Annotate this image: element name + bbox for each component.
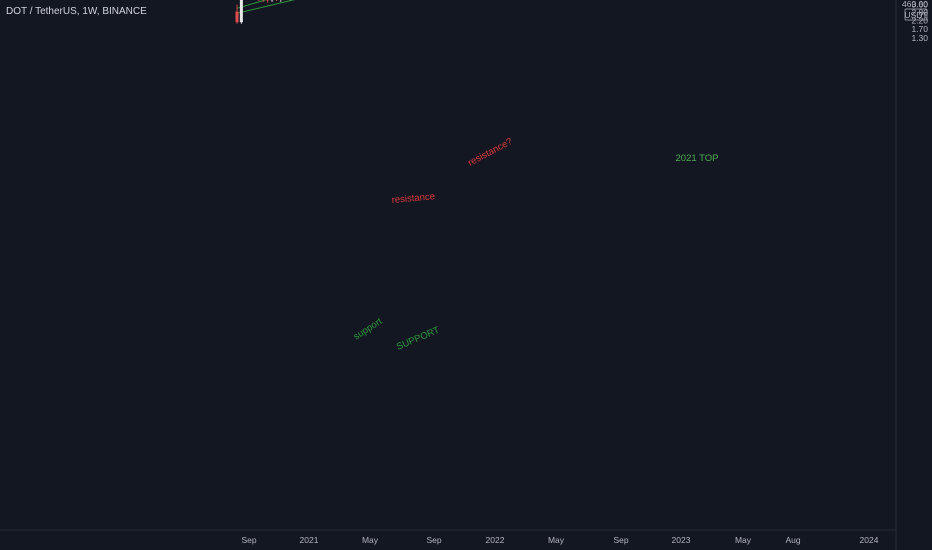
y-tick-label: 1.70: [911, 24, 928, 34]
x-tick-label: May: [548, 535, 565, 545]
resistance-question-label: resistance?: [466, 136, 514, 169]
candle[interactable]: [257, 0, 260, 1]
candle-body: [239, 0, 243, 23]
candle[interactable]: [275, 0, 278, 1]
x-tick-label: May: [362, 535, 379, 545]
currency-box: [904, 8, 928, 21]
candle[interactable]: [270, 0, 274, 2]
x-tick-label: Sep: [241, 535, 256, 545]
candle[interactable]: [262, 0, 265, 2]
x-tick-label: 2021: [300, 535, 319, 545]
y-tick-label: 4.60: [911, 0, 928, 1]
support-upper-label: SUPPORT: [395, 325, 442, 353]
y-axis-top-value: 460.00: [902, 0, 928, 9]
y-tick-label: 3.60: [911, 0, 928, 9]
x-tick-label: Sep: [613, 535, 628, 545]
support-outer-trendline[interactable]: [236, 0, 601, 14]
support-label: support: [352, 316, 385, 343]
x-tick-label: 2022: [486, 535, 505, 545]
candle[interactable]: [266, 0, 270, 3]
x-tick-label: 2023: [672, 535, 691, 545]
y-axis-currency: USDT: [904, 10, 927, 20]
x-tick-label: Aug: [785, 535, 800, 545]
x-tick-label: Sep: [426, 535, 441, 545]
y-tick-label: 1.30: [911, 33, 928, 43]
y-tick-label: 2.80: [911, 8, 928, 18]
chart-title: DOT / TetherUS, 1W, BINANCE: [6, 6, 147, 17]
candle[interactable]: [235, 4, 239, 24]
x-tick-label: 2024: [860, 535, 879, 545]
candle[interactable]: [239, 0, 243, 24]
x-tick-label: May: [735, 535, 752, 545]
candle[interactable]: [279, 0, 282, 2]
top-2021-label: 2021 TOP: [676, 153, 719, 164]
resistance-label: resistance: [391, 191, 435, 206]
candle-body: [235, 11, 239, 23]
y-tick-label: 2.20: [911, 16, 928, 26]
